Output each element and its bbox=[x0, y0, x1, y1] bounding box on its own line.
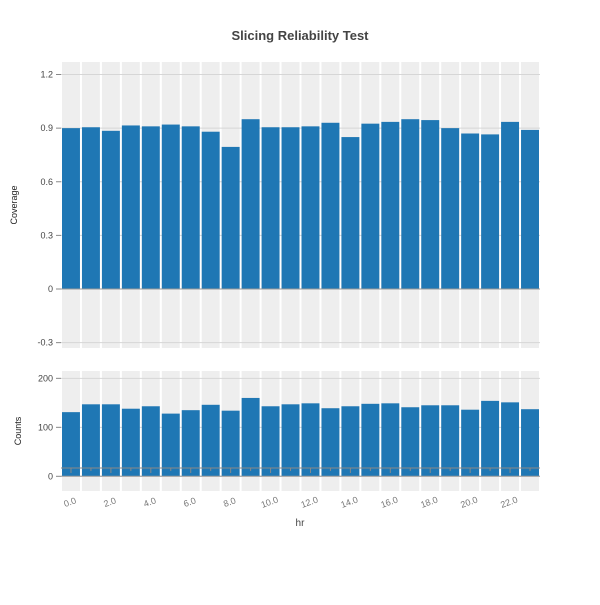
bar bbox=[421, 120, 440, 290]
y-tick-label: 1.2 bbox=[40, 70, 53, 80]
bar bbox=[501, 121, 520, 290]
x-axis-label: hr bbox=[296, 518, 306, 529]
bar bbox=[181, 126, 200, 290]
bar bbox=[81, 404, 100, 477]
y-tick-label: 0 bbox=[48, 284, 53, 294]
bar bbox=[481, 400, 500, 477]
bar bbox=[101, 404, 120, 477]
bar bbox=[381, 121, 400, 290]
x-tick-label: 16.0 bbox=[379, 494, 399, 509]
bar bbox=[161, 124, 180, 290]
bar bbox=[381, 403, 400, 477]
x-tick-label: 22.0 bbox=[499, 494, 519, 509]
bar bbox=[161, 413, 180, 477]
bar bbox=[141, 126, 160, 290]
y-tick-label: -0.3 bbox=[37, 338, 53, 348]
y-tick-label: 0.9 bbox=[40, 123, 53, 133]
bar bbox=[461, 133, 480, 290]
y-tick-label: 0.3 bbox=[40, 230, 53, 240]
bar bbox=[341, 406, 360, 477]
bar bbox=[281, 127, 300, 290]
x-tick-label: 2.0 bbox=[102, 495, 117, 509]
bar bbox=[81, 127, 100, 290]
x-tick-label: 20.0 bbox=[459, 494, 479, 509]
bar bbox=[241, 397, 260, 477]
y-tick-label: 200 bbox=[38, 373, 53, 383]
x-tick-label: 0.0 bbox=[62, 495, 77, 509]
bar bbox=[261, 406, 280, 477]
bar bbox=[341, 137, 360, 290]
bar bbox=[441, 405, 460, 477]
bar bbox=[461, 409, 480, 477]
bar bbox=[421, 405, 440, 477]
y-axis-label: Counts bbox=[13, 416, 23, 445]
x-tick-label: 6.0 bbox=[182, 495, 197, 509]
y-tick-label: 0.6 bbox=[40, 177, 53, 187]
bar bbox=[401, 407, 420, 477]
bar bbox=[201, 131, 220, 290]
bar bbox=[301, 126, 320, 290]
y-axis-label: Coverage bbox=[9, 185, 19, 224]
bar bbox=[121, 125, 140, 290]
bar bbox=[221, 410, 240, 477]
bar bbox=[201, 404, 220, 477]
bar bbox=[261, 127, 280, 290]
coverage-panel: -0.3 0 0.3 0.6 0.9 1.2 Coverage bbox=[9, 62, 541, 348]
bar bbox=[221, 146, 240, 290]
bar bbox=[481, 134, 500, 290]
y-tick-label: 0 bbox=[48, 471, 53, 481]
bar bbox=[301, 403, 320, 477]
bar bbox=[321, 122, 340, 290]
bar bbox=[141, 406, 160, 477]
bar bbox=[441, 128, 460, 290]
bar bbox=[521, 129, 539, 290]
bar bbox=[321, 408, 340, 477]
bar bbox=[501, 402, 520, 477]
bar bbox=[121, 408, 140, 477]
bar bbox=[401, 119, 420, 290]
bar bbox=[361, 123, 380, 290]
x-tick-label: 10.0 bbox=[260, 494, 280, 509]
bar bbox=[62, 412, 80, 477]
x-tick-label: 14.0 bbox=[339, 494, 359, 509]
y-tick-label: 100 bbox=[38, 422, 53, 432]
x-tick-label: 18.0 bbox=[419, 494, 439, 509]
bar bbox=[101, 130, 120, 290]
counts-panel: 0 100 200 Counts bbox=[13, 371, 541, 491]
bar bbox=[361, 403, 380, 477]
bar bbox=[62, 128, 80, 290]
bar bbox=[281, 404, 300, 477]
bar bbox=[521, 409, 539, 477]
x-tick-label: 4.0 bbox=[142, 495, 157, 509]
bar bbox=[181, 410, 200, 477]
x-tick-label: 8.0 bbox=[222, 495, 237, 509]
bar bbox=[241, 119, 260, 290]
chart-title: Slicing Reliability Test bbox=[231, 28, 369, 43]
x-tick-label: 12.0 bbox=[300, 494, 320, 509]
